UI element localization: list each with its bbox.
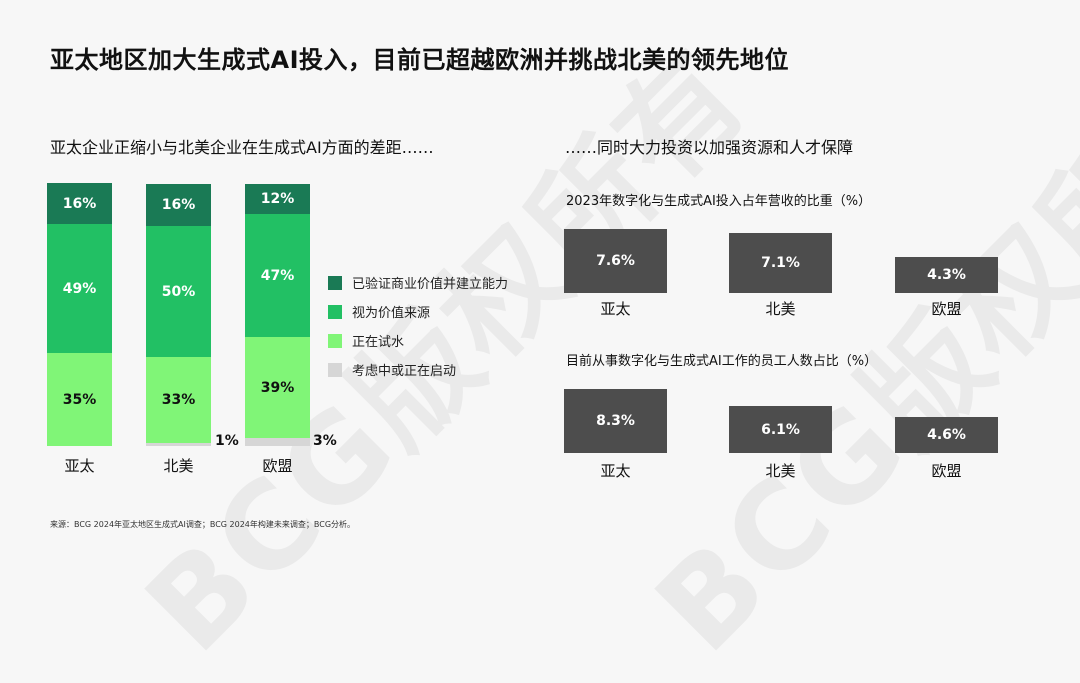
category-label: 北美 [765, 300, 796, 318]
legend-item-proven: 已验证商业价值并建立能力 [328, 273, 508, 292]
category-label: 北美 [163, 457, 194, 475]
workforce-bar-apac: 8.3% [564, 389, 667, 453]
segment-piloting: 39% [245, 337, 310, 438]
page-title: 亚太地区加大生成式AI投入，目前已超越欧洲并挑战北美的领先地位 [50, 46, 790, 74]
legend-label: 视为价值来源 [352, 306, 431, 321]
legend-label: 正在试水 [352, 335, 405, 350]
considering-value-label: 1% [215, 433, 239, 449]
investment-bar-apac: 7.6% [564, 229, 667, 293]
category-label: 欧盟 [262, 457, 293, 475]
legend-item-considering: 考虑中或正在启动 [328, 360, 456, 379]
category-label: 北美 [765, 462, 796, 480]
legend-label: 考虑中或正在启动 [352, 364, 457, 379]
legend-item-piloting: 正在试水 [328, 331, 404, 350]
left-subtitle: 亚太企业正缩小与北美企业在生成式AI方面的差距…… [50, 138, 434, 157]
source-note: 来源：BCG 2024年亚太地区生成式AI调查；BCG 2024年构建未来调查；… [50, 520, 356, 529]
category-label: 欧盟 [931, 300, 962, 318]
segment-considering [245, 438, 310, 446]
workforce-chart-title: 目前从事数字化与生成式AI工作的员工人数占比（%） [566, 354, 878, 369]
investment-bar-eu: 4.3% [895, 257, 998, 293]
category-label: 亚太 [64, 457, 95, 475]
segment-piloting: 35% [47, 353, 112, 446]
segment-value-source: 50% [146, 226, 211, 357]
right-subtitle: ……同时大力投资以加强资源和人才保障 [565, 138, 854, 157]
segment-value-source: 47% [245, 214, 310, 337]
segment-proven: 16% [47, 183, 112, 224]
legend-swatch-icon [328, 275, 342, 290]
workforce-bar-na: 6.1% [729, 406, 832, 453]
category-label: 亚太 [600, 462, 631, 480]
category-label: 亚太 [600, 300, 631, 318]
investment-bar-na: 7.1% [729, 233, 832, 293]
stacked-bar-na: 16% 50% 33% [146, 184, 211, 446]
watermark: BCG版权所有 [630, 24, 1080, 679]
stacked-bar-apac: 16% 49% 35% [47, 183, 112, 446]
segment-value-source: 49% [47, 224, 112, 353]
segment-proven: 16% [146, 184, 211, 226]
investment-chart-title: 2023年数字化与生成式AI投入占年营收的比重（%） [566, 194, 872, 209]
stacked-bar-eu: 12% 47% 39% [245, 184, 310, 446]
legend-label: 已验证商业价值并建立能力 [352, 277, 509, 292]
legend-swatch-icon [328, 304, 342, 319]
workforce-bar-eu: 4.6% [895, 417, 998, 453]
segment-proven: 12% [245, 184, 310, 214]
legend-swatch-icon [328, 362, 342, 377]
legend-swatch-icon [328, 333, 342, 348]
segment-considering [146, 443, 211, 446]
considering-value-label: 3% [313, 433, 337, 449]
segment-piloting: 33% [146, 357, 211, 443]
category-label: 欧盟 [931, 462, 962, 480]
legend-item-value-source: 视为价值来源 [328, 302, 430, 321]
